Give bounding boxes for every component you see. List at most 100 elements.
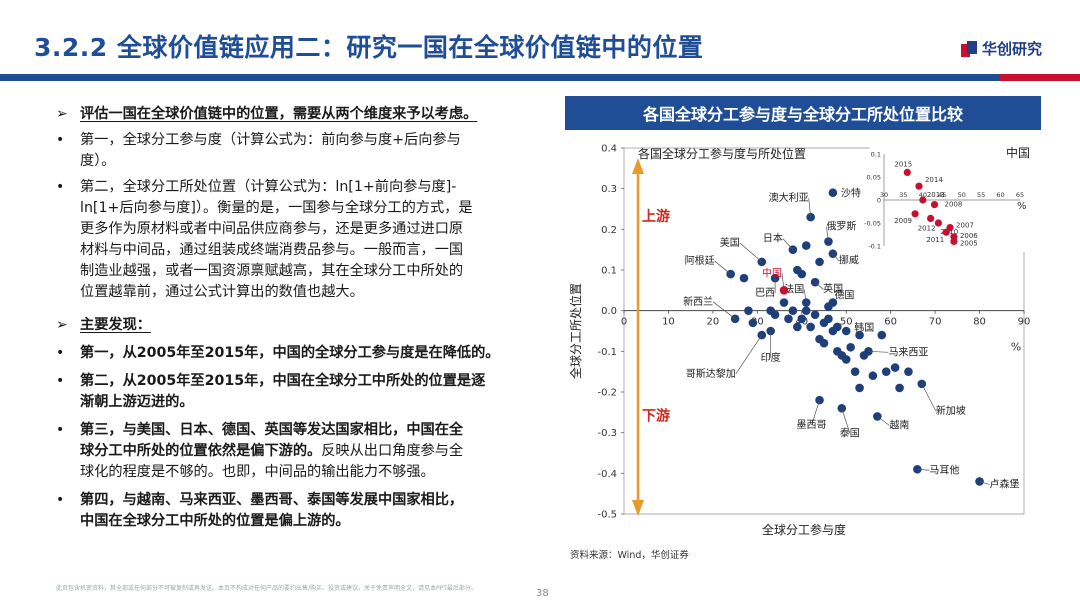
point-label: 哥斯达黎加	[686, 367, 736, 380]
y-tick-label: 0.3	[601, 184, 617, 195]
point-label: 俄罗斯	[826, 220, 856, 233]
data-point	[890, 363, 900, 372]
data-point	[846, 342, 855, 352]
bullet-line: 位置越靠前，通过公式计算出的数值也越大。	[80, 284, 364, 300]
finding-line: 球化的程度是不够的。也即，中间品的输出能力不够强。	[80, 464, 435, 480]
data-point	[784, 314, 793, 324]
point-label: 法国	[784, 283, 804, 296]
inset-point-2010	[934, 219, 942, 227]
x-tick-label: 0	[621, 317, 627, 328]
leader-line	[826, 226, 829, 242]
data-point-哥斯达黎加	[757, 330, 767, 340]
leader-line	[781, 273, 785, 291]
point-label: 马来西亚	[888, 346, 928, 358]
point-label: 阿根廷	[685, 254, 715, 267]
bullet-participation: • 第一，全球分工参与度（计算公式为：前向参与度+后向参与 度）。	[56, 130, 538, 172]
inset-point-label: 2012	[918, 224, 936, 232]
point-label: 越南	[889, 418, 909, 431]
bullet-line: 制造业越强，或者一国资源禀赋越高，其在全球分工中所处的	[80, 263, 464, 279]
y-axis-title: 全球分工所处位置	[568, 283, 583, 379]
bullet-line: 第一，全球分工参与度（计算公式为：前向参与度+后向参与	[80, 132, 461, 148]
dot-bullet-icon: •	[56, 132, 65, 148]
point-label: 中国	[762, 266, 782, 279]
y-tick-label: -0.2	[597, 388, 617, 399]
x-tick-label: 30	[751, 317, 764, 328]
point-label: 新加坡	[936, 404, 966, 417]
finding-line: 反映从出口角度参与全	[321, 443, 464, 459]
data-point	[833, 322, 842, 332]
x-axis-title: 全球分工参与度	[762, 522, 846, 537]
inset-point-label: 2006	[960, 232, 978, 240]
brand-name: 华创研究	[981, 40, 1042, 58]
data-point	[739, 273, 749, 283]
point-label: 挪威	[839, 254, 859, 267]
data-point	[744, 306, 753, 315]
x-tick-label: 90	[1018, 317, 1031, 328]
dot-bullet-icon: •	[56, 179, 65, 195]
point-label: 墨西哥	[797, 419, 827, 431]
data-point	[779, 298, 789, 307]
dot-bullet-icon: •	[56, 345, 65, 361]
leader-line	[808, 198, 812, 218]
leader-line	[917, 468, 930, 471]
dot-bullet-icon: •	[56, 422, 65, 438]
point-label: 泰国	[840, 426, 860, 439]
inset-point-label: 2014	[925, 176, 943, 184]
chart-panel-title: 各国全球分工参与度与全球分工所处位置比较	[565, 96, 1041, 130]
inset-point-label: 2011	[926, 236, 944, 244]
data-point	[806, 322, 815, 332]
point-label: 澳大利亚	[769, 191, 809, 204]
data-point	[855, 383, 864, 393]
inset-point-2005	[950, 237, 958, 245]
data-point	[877, 330, 887, 340]
leader-line	[877, 416, 890, 426]
data-point-阿根廷	[726, 269, 735, 279]
inset-y-tick-label: -0.05	[864, 220, 881, 228]
bullet-line: ln[1+后向参与度]）。衡量的是，一国参与全球分工的方式，是	[80, 200, 473, 216]
y-tick-label: 0.4	[601, 144, 617, 155]
data-point	[819, 338, 829, 348]
heading-evaluation: ➢ 评估一国在全球价值链中的位置，需要从两个维度来予以考虑。	[56, 104, 538, 125]
inset-y-tick-label: 0	[877, 197, 881, 205]
y-tick-label: -0.3	[597, 428, 617, 439]
plot-frame	[623, 147, 1025, 515]
data-point	[770, 310, 780, 320]
inset-x-tick-label: 50	[958, 191, 966, 199]
china-inset-scatter: 0.1 0.05 0 -0.05 -0.1 30 35 40 45 50 55 60 65 中国% 2015…	[864, 145, 1030, 252]
point-label: 新西兰	[683, 295, 713, 308]
finding-line: 第三，与美国、日本、德国、英国等发达国家相比，中国在全	[80, 422, 464, 438]
y-tick-label: -0.1	[597, 347, 617, 358]
data-point	[797, 314, 807, 324]
inset-point-2013	[919, 196, 927, 204]
bullet-line: 度）。	[80, 153, 116, 169]
inset-title: 中国	[1006, 145, 1030, 160]
heading-findings: ➢ 主要发现：	[56, 315, 538, 336]
bullet-line: 材料与中间品，通过组装成终端消费品参与。一般而言，一国	[80, 242, 464, 258]
data-point	[788, 306, 798, 315]
y-tick-label: 0.0	[601, 306, 617, 317]
header-divider	[0, 74, 1080, 81]
data-point-俄罗斯	[824, 237, 833, 246]
inset-point-2014	[915, 182, 923, 190]
page-number: 38	[536, 588, 549, 599]
data-point	[801, 306, 811, 315]
inset-point-2012	[927, 214, 935, 222]
data-point-韩国	[841, 326, 851, 336]
bullet-position: • 第二，全球分工所处位置（计算公式为：ln[1+前向参与度]- ln[1+后向…	[56, 177, 538, 303]
inset-point-2007	[946, 224, 954, 232]
data-point	[895, 383, 904, 393]
data-point	[815, 257, 824, 267]
point-label: 卢森堡	[990, 477, 1020, 490]
y-tick-label: 0.2	[601, 225, 617, 236]
finding-line: 第二，从2005年至2015年，中国在全球分工中所处的位置是逐	[80, 373, 486, 389]
data-point	[793, 322, 802, 332]
point-label: 沙特	[841, 188, 861, 200]
leader-line	[714, 260, 731, 275]
finding-4: • 第四，与越南、马来西亚、墨西哥、泰国等发展中国家相比， 中国在全球分工中所处…	[56, 490, 538, 532]
inset-point-label: 2015	[894, 160, 912, 168]
source-note: 资料来源：Wind，华创证券	[570, 550, 689, 561]
leader-line	[712, 301, 736, 320]
leader-line	[803, 289, 807, 303]
inset-point-label: 2009	[894, 217, 912, 225]
inset-x-tick-label: 40	[919, 191, 927, 199]
